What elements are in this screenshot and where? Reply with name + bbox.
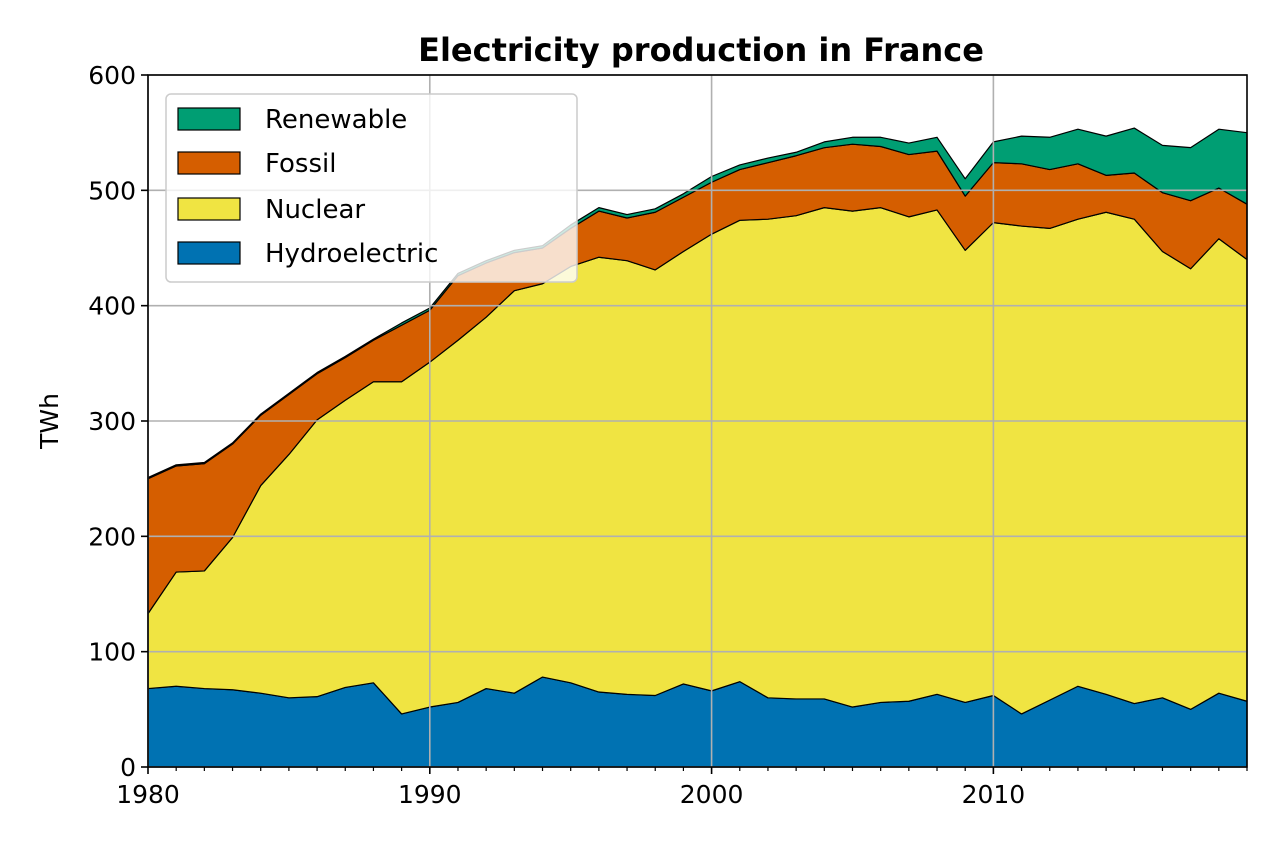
x-tick-label: 1980: [116, 780, 180, 809]
legend-label-fossil: Fossil: [265, 149, 336, 179]
y-tick-label: 500: [88, 176, 136, 205]
legend-swatch-nuclear: [177, 197, 241, 221]
legend: Renewable Fossil Nuclear Hydroelectric: [165, 93, 578, 283]
y-tick-label: 0: [120, 753, 136, 782]
x-tick-label: 2010: [962, 780, 1026, 809]
area-nuclear: [147, 207, 1248, 715]
y-tick-label: 400: [88, 292, 136, 321]
legend-swatch-renewable: [177, 107, 241, 131]
ticks-layer: 0 100 200 300 400 500 600 1980 1990 2000 2010: [88, 61, 1248, 809]
legend-label-nuclear: Nuclear: [265, 195, 365, 225]
legend-swatch-fossil: [177, 151, 241, 175]
legend-swatch-hydroelectric: [177, 241, 241, 265]
y-tick-label: 300: [88, 407, 136, 436]
y-tick-label: 200: [88, 522, 136, 551]
x-tick-label: 1990: [398, 780, 462, 809]
x-tick-label: 2000: [680, 780, 744, 809]
legend-label-hydroelectric: Hydroelectric: [265, 239, 438, 269]
legend-label-renewable: Renewable: [265, 105, 407, 135]
legend-box: [165, 93, 578, 283]
chart-title: Electricity production in France: [418, 31, 984, 69]
areas-layer: [147, 127, 1248, 768]
y-axis-label: TWh: [35, 393, 64, 450]
y-tick-label: 600: [88, 61, 136, 90]
y-tick-label: 100: [88, 638, 136, 667]
